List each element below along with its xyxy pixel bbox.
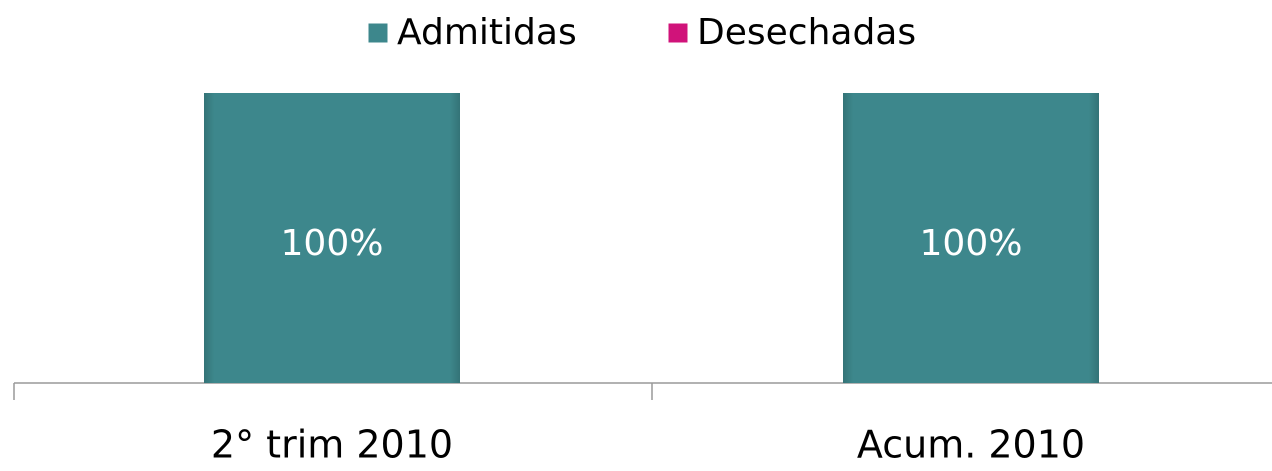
x-tick-label: Acum. 2010 [857,423,1085,467]
bar-shade [843,93,1099,383]
x-tick-label: 2° trim 2010 [211,423,453,467]
legend-marker [667,22,689,44]
data-label: 100% [920,223,1023,264]
bar-shade [204,93,460,383]
data-label: 100% [281,223,384,264]
legend-label: Admitidas [397,12,577,53]
legend-label: Desechadas [697,12,916,53]
legend-marker [367,22,389,44]
